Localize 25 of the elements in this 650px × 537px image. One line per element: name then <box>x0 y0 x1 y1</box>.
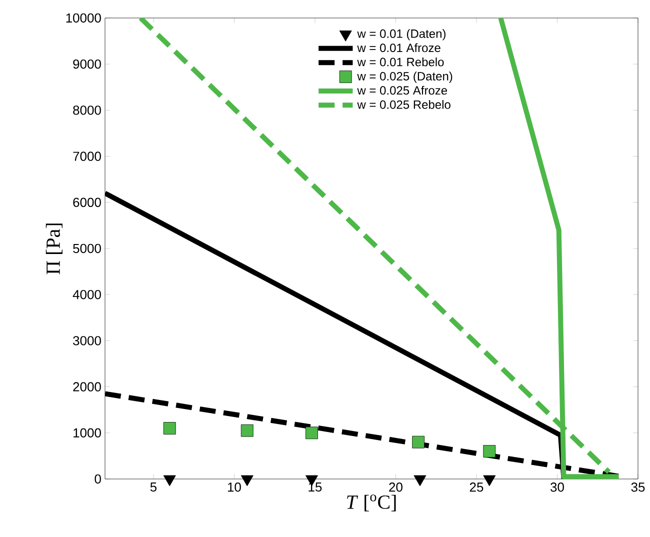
y-tick-label: 6000 <box>73 198 101 207</box>
y-tick-label: 7000 <box>73 152 101 161</box>
y-tick-label: 5000 <box>73 244 101 254</box>
y-tick-label: 9000 <box>73 59 101 69</box>
x-tick-label: 35 <box>631 482 645 492</box>
legend-label: w = 0.025 Rebelo <box>357 100 450 109</box>
x-axis-title: T [$^{o}$C] <box>347 494 396 512</box>
y-tick-label: 1000 <box>74 428 101 438</box>
legend-label: w = 0.01 (Daten) <box>357 29 446 40</box>
y-tick-label: 4000 <box>72 290 101 300</box>
y-tick-label: 0 <box>94 474 101 484</box>
x-tick-label: 30 <box>550 482 564 492</box>
y-tick-label: 8000 <box>73 106 101 115</box>
x-tick-label: 25 <box>470 482 484 492</box>
legend-label: w = 0.01 Rebelo <box>357 57 444 66</box>
y-axis-title: Π [Pa] <box>46 224 62 274</box>
legend-label: w = 0.025 (Daten) <box>357 72 452 83</box>
y-tick-label: 3000 <box>73 336 101 346</box>
x-tick-label: 10 <box>228 482 241 492</box>
legend-label: w = 0.025 Afroze <box>357 86 448 95</box>
x-tick-label: 5 <box>150 482 157 492</box>
y-tick-label: 10000 <box>66 13 101 23</box>
legend-label: w = 0.01 Afroze <box>357 43 440 52</box>
y-tick-label: 2000 <box>73 382 101 392</box>
x-tick-label: 20 <box>389 482 402 492</box>
